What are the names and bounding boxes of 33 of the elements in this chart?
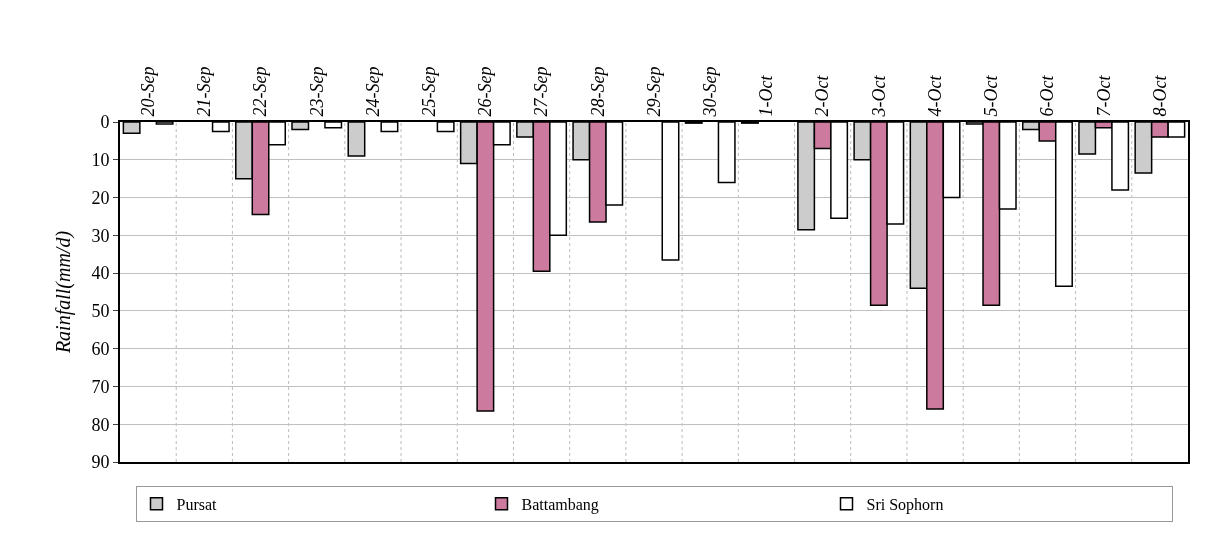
x-tick-label: 4-Oct (924, 74, 945, 117)
y-tick-label: 70 (91, 376, 110, 397)
y-tick-label: 10 (91, 150, 110, 171)
x-tick-label: 26-Sep (475, 66, 496, 117)
legend-label: Pursat (176, 495, 218, 513)
y-tick-label: 20 (91, 187, 110, 208)
y-tick-label: 50 (91, 301, 110, 322)
x-tick-label: 5-Oct (981, 74, 1002, 117)
x-tick-label: 2-Oct (812, 74, 833, 117)
y-axis-title: Rainfall(mm/d) (52, 230, 76, 355)
y-tick-label: 0 (100, 112, 110, 133)
x-tick-label: 20-Sep (137, 66, 158, 117)
x-tick-label: 24-Sep (362, 66, 383, 117)
x-tick-label: 8-Oct (1149, 74, 1170, 117)
y-tick-label: 30 (91, 225, 110, 246)
x-tick-label: 22-Sep (250, 66, 271, 117)
x-tick-label: 23-Sep (306, 66, 327, 117)
y-tick-label: 90 (91, 452, 110, 473)
x-tick-label: 28-Sep (587, 66, 608, 117)
x-tick-label: 3-Oct (868, 74, 889, 118)
y-tick-label: 80 (91, 414, 110, 435)
legend-label: Sri Sophorn (866, 495, 944, 514)
x-tick-label: 1-Oct (756, 74, 777, 117)
y-tick-label: 60 (91, 338, 110, 359)
legend-label: Battambang (521, 495, 599, 514)
x-tick-label: 25-Sep (419, 66, 440, 117)
x-tick-label: 29-Sep (643, 66, 664, 117)
x-tick-label: 6-Oct (1037, 74, 1058, 117)
x-tick-label: 27-Sep (531, 66, 552, 117)
x-tick-label: 7-Oct (1093, 74, 1114, 117)
x-tick-label: 21-Sep (194, 66, 215, 117)
x-tick-label: 30-Sep (700, 66, 721, 118)
y-tick-label: 40 (91, 263, 110, 284)
